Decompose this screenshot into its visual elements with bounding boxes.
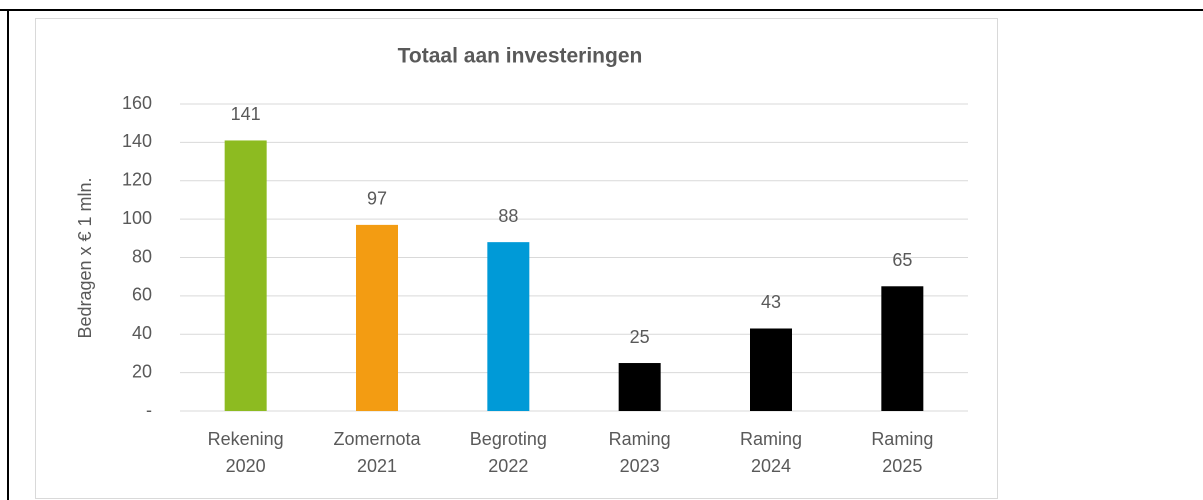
bar (487, 242, 530, 411)
x-tick-label: 2024 (751, 456, 791, 476)
y-tick-label: 80 (132, 246, 152, 266)
data-label: 97 (367, 189, 387, 209)
y-tick-label: 120 (122, 170, 152, 190)
x-tick-label: Begroting (470, 429, 547, 449)
x-tick-label: 2020 (226, 456, 266, 476)
x-tick-label: Raming (609, 429, 671, 449)
bar (750, 328, 792, 411)
x-tick-label: 2025 (882, 456, 922, 476)
x-tick-label: Zomernota (333, 429, 421, 449)
x-tick-label: Rekening (208, 429, 284, 449)
data-label: 65 (892, 250, 912, 270)
data-label: 88 (498, 206, 518, 226)
y-tick-label: 140 (122, 131, 152, 151)
y-tick-label: 160 (122, 93, 152, 113)
data-label: 25 (630, 327, 650, 347)
y-tick-label: - (146, 400, 152, 420)
y-tick-label: 40 (132, 323, 152, 343)
y-tick-label: 20 (132, 361, 152, 381)
x-tick-label: 2021 (357, 456, 397, 476)
chart-title: Totaal aan investeringen (398, 45, 643, 68)
bar (356, 224, 398, 411)
x-tick-label: Raming (740, 429, 802, 449)
bar (881, 286, 924, 411)
x-tick-label: 2023 (620, 456, 660, 476)
y-tick-label: 60 (132, 285, 152, 305)
bar (618, 363, 661, 411)
data-label: 141 (231, 104, 261, 124)
y-tick-label: 100 (122, 208, 152, 228)
y-axis-label: Bedragen x € 1 mln. (75, 177, 95, 338)
x-tick-label: Raming (871, 429, 933, 449)
data-label: 43 (761, 292, 781, 312)
bar (224, 140, 267, 412)
x-tick-label: 2022 (488, 456, 528, 476)
